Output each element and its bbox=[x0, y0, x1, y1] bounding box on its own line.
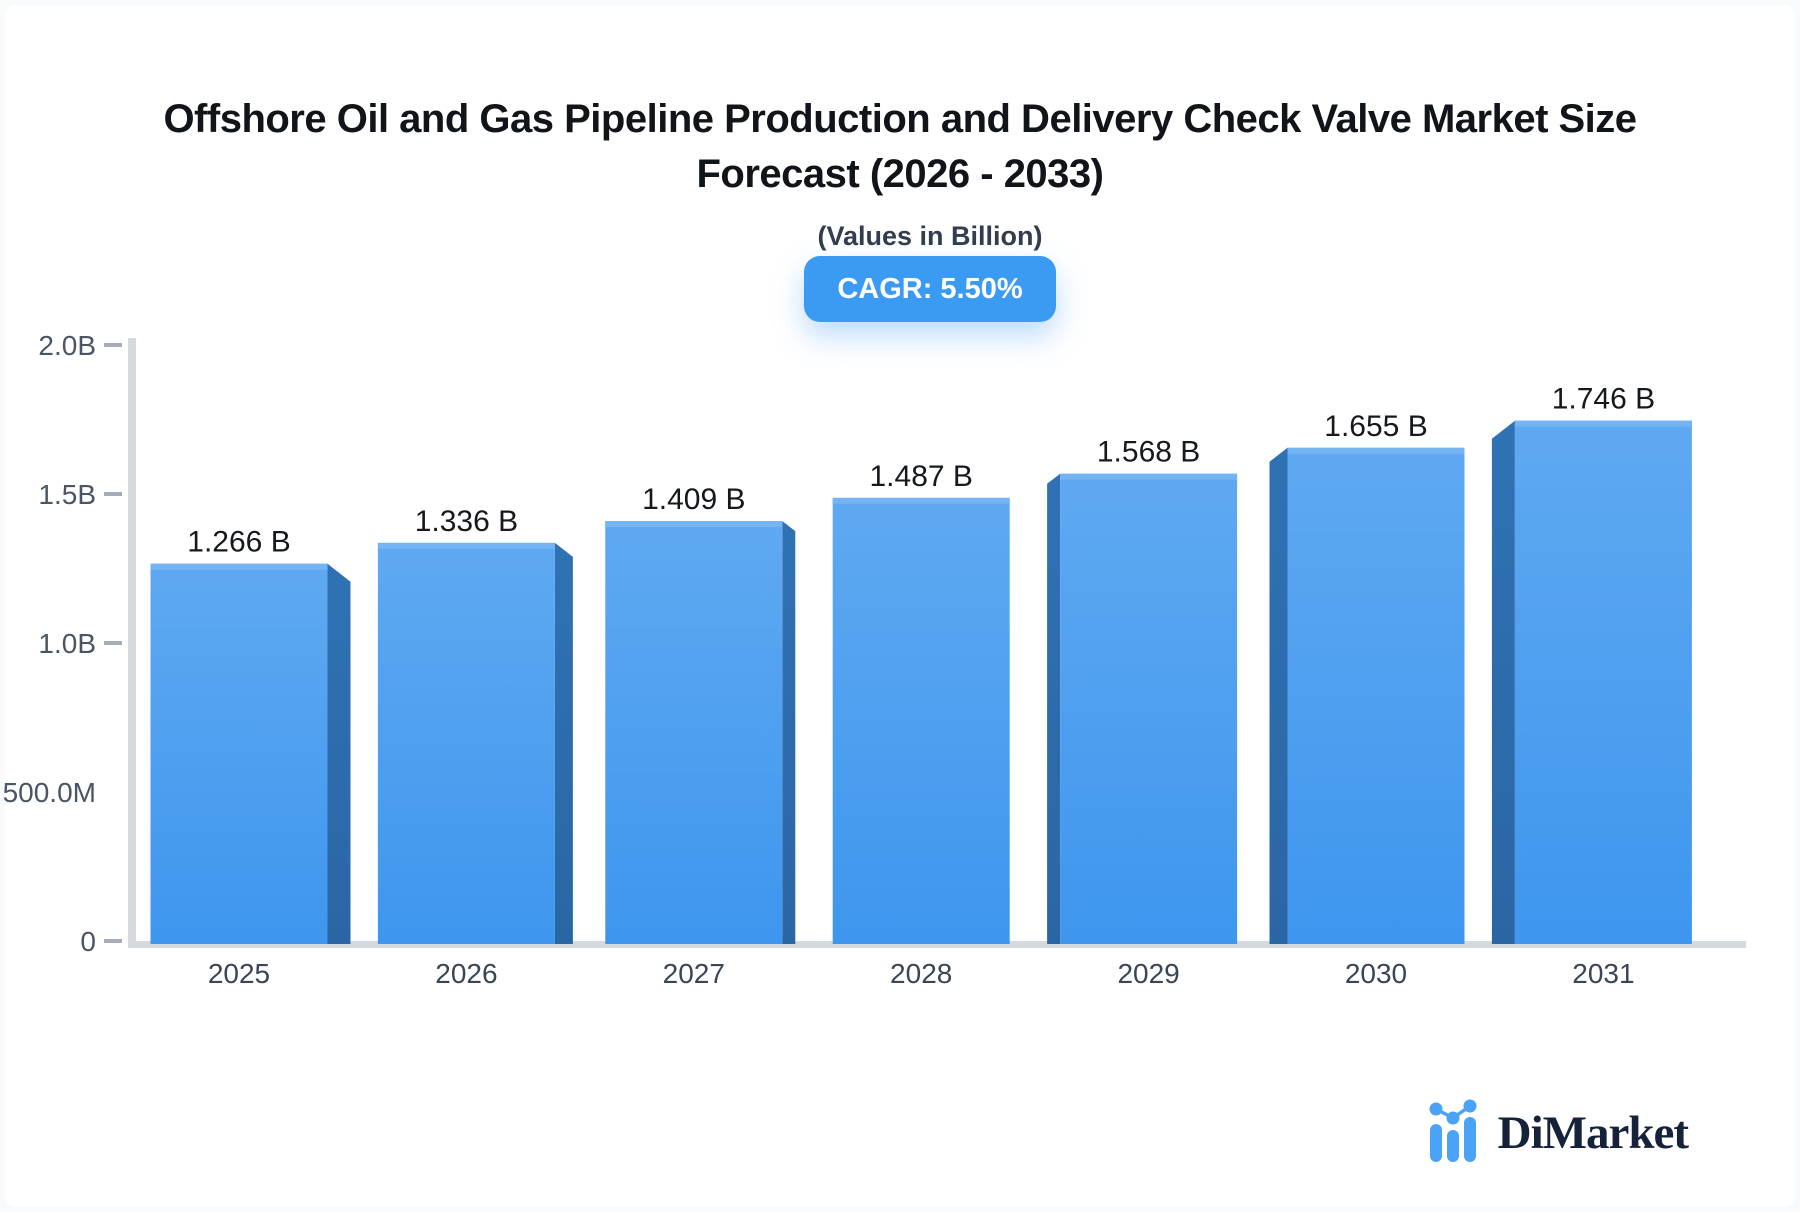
bar-value-label: 1.655 B bbox=[1324, 410, 1427, 443]
bar-side-face bbox=[1269, 447, 1288, 944]
bar bbox=[1287, 447, 1465, 944]
x-axis-category-label: 2026 bbox=[435, 958, 497, 989]
bar-side-face bbox=[782, 521, 796, 944]
bar-value-label: 1.409 B bbox=[642, 483, 745, 516]
x-axis-category-label: 2030 bbox=[1345, 958, 1407, 989]
bar-side-face bbox=[327, 563, 351, 944]
bar-value-label: 1.487 B bbox=[869, 460, 972, 493]
x-axis-line bbox=[128, 941, 1746, 948]
x-axis-category-label: 2027 bbox=[663, 958, 725, 989]
x-axis-category-label: 2025 bbox=[208, 958, 270, 989]
bar-top-highlight bbox=[377, 542, 555, 549]
logo-dot bbox=[1429, 1102, 1443, 1116]
y-tick-label: 1.5B bbox=[38, 479, 96, 510]
y-tick-label: 2.0B bbox=[38, 330, 96, 361]
chart-title-line1: Offshore Oil and Gas Pipeline Production… bbox=[163, 97, 1637, 141]
y-tick-label: 0 bbox=[80, 926, 96, 957]
bar-side-face bbox=[1491, 420, 1515, 944]
bar-top-highlight bbox=[1287, 447, 1465, 454]
bar-side-face bbox=[1047, 473, 1061, 944]
logo-bar bbox=[1429, 1124, 1442, 1162]
bar-top-highlight bbox=[1514, 420, 1692, 427]
dimarket-logo: DiMarket bbox=[1428, 1094, 1689, 1164]
labels-layer: 1.266 B 2025 1.336 B 2026 1.409 B 2027 1.487 B… bbox=[187, 383, 1655, 989]
bar-side-face bbox=[554, 542, 573, 944]
y-tick-dash bbox=[104, 492, 122, 496]
cagr-badge-row: CAGR: 5.50% bbox=[0, 256, 1800, 322]
logo-dot bbox=[1446, 1111, 1460, 1125]
y-tick-dash bbox=[104, 939, 122, 943]
bar-top-highlight bbox=[832, 497, 1010, 504]
logo-text: DiMarket bbox=[1497, 1107, 1689, 1159]
logo-bar bbox=[1446, 1130, 1459, 1162]
y-axis-line bbox=[128, 338, 136, 948]
bar-value-label: 1.568 B bbox=[1097, 436, 1200, 469]
bar bbox=[150, 563, 328, 944]
bar bbox=[1514, 420, 1692, 944]
bars-layer bbox=[150, 420, 1692, 944]
chart-title-line2: Forecast (2026 - 2033) bbox=[696, 152, 1104, 196]
x-axis-category-label: 2028 bbox=[890, 958, 952, 989]
logo-dot bbox=[1463, 1099, 1477, 1113]
bar-top-highlight bbox=[605, 521, 783, 528]
chart-title: Offshore Oil and Gas Pipeline Production… bbox=[0, 92, 1800, 202]
bar bbox=[377, 542, 555, 944]
bar-value-label: 1.266 B bbox=[187, 526, 290, 559]
y-tick-label: 500.0M bbox=[3, 777, 96, 808]
chart-subtitle: (Values in Billion) bbox=[817, 221, 1043, 251]
bar-value-label: 1.746 B bbox=[1552, 383, 1655, 416]
bar bbox=[605, 521, 783, 944]
axis-layer: 2.0B 1.5B 1.0B 500.0M 0 bbox=[3, 330, 1746, 957]
bar-value-label: 1.336 B bbox=[415, 505, 518, 538]
x-axis-category-label: 2031 bbox=[1572, 958, 1634, 989]
bar bbox=[832, 497, 1010, 944]
logo-bar bbox=[1463, 1117, 1476, 1162]
bar bbox=[1060, 473, 1238, 944]
cagr-badge: CAGR: 5.50% bbox=[804, 256, 1056, 322]
y-tick-dash bbox=[104, 641, 122, 645]
y-tick-label: 1.0B bbox=[38, 628, 96, 659]
x-axis-category-label: 2029 bbox=[1117, 958, 1179, 989]
bar-top-highlight bbox=[1060, 473, 1238, 480]
bar-top-highlight bbox=[150, 563, 328, 570]
y-tick-dash bbox=[104, 343, 122, 347]
bar-chart-sparkline-icon bbox=[1429, 1099, 1477, 1162]
